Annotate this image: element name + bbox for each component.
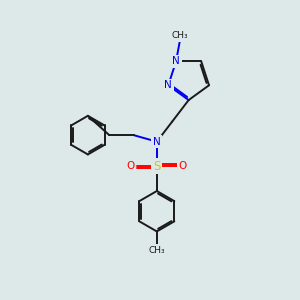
Text: S: S [153, 160, 160, 172]
Text: N: N [153, 137, 161, 147]
Text: O: O [127, 161, 135, 171]
Text: CH₃: CH₃ [171, 31, 188, 40]
Text: N: N [172, 56, 180, 66]
Text: O: O [179, 161, 187, 171]
Text: N: N [164, 80, 172, 90]
Text: CH₃: CH₃ [148, 246, 165, 255]
